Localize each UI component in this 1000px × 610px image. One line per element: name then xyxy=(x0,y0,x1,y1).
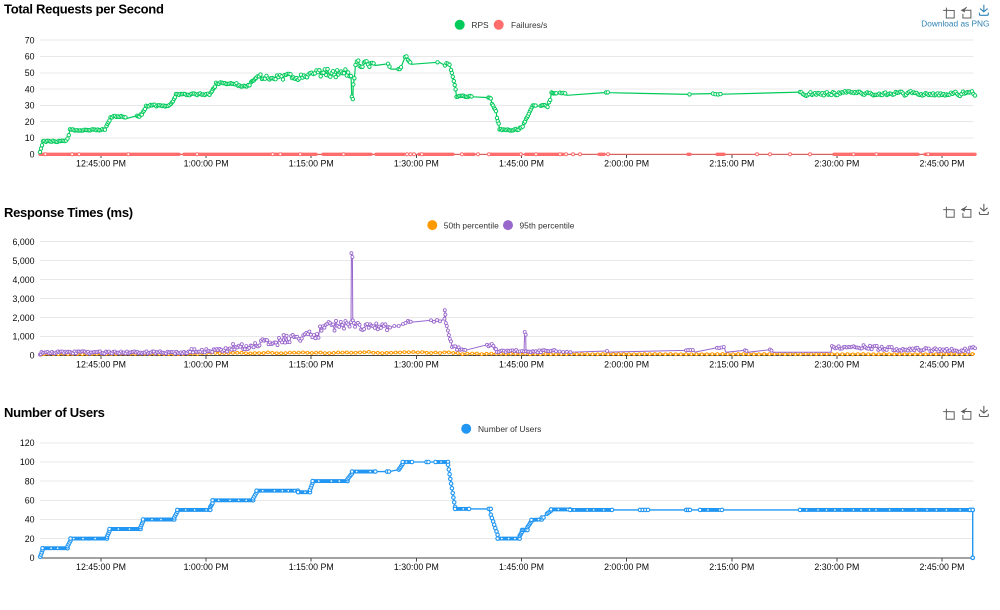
svg-text:2:15:00 PM: 2:15:00 PM xyxy=(709,360,754,370)
svg-text:20: 20 xyxy=(25,534,35,544)
svg-text:2:45:00 PM: 2:45:00 PM xyxy=(920,159,965,169)
svg-text:1:15:00 PM: 1:15:00 PM xyxy=(289,360,334,370)
svg-text:60: 60 xyxy=(25,496,35,506)
svg-text:12:45:00 PM: 12:45:00 PM xyxy=(76,159,126,169)
svg-text:40: 40 xyxy=(25,515,35,525)
svg-text:3,000: 3,000 xyxy=(12,294,34,304)
svg-text:1,000: 1,000 xyxy=(12,332,34,342)
svg-text:6,000: 6,000 xyxy=(12,237,34,247)
svg-text:80: 80 xyxy=(25,476,35,486)
svg-text:120: 120 xyxy=(20,438,35,448)
svg-text:Number of Users: Number of Users xyxy=(478,424,541,434)
svg-text:0: 0 xyxy=(30,553,35,563)
svg-text:5,000: 5,000 xyxy=(12,256,34,266)
svg-text:1:45:00 PM: 1:45:00 PM xyxy=(499,360,544,370)
svg-text:10: 10 xyxy=(25,133,35,143)
svg-text:12:45:00 PM: 12:45:00 PM xyxy=(76,360,126,370)
svg-text:1:45:00 PM: 1:45:00 PM xyxy=(499,562,544,572)
svg-text:100: 100 xyxy=(20,457,35,467)
svg-text:70: 70 xyxy=(25,35,35,45)
svg-text:4,000: 4,000 xyxy=(12,275,34,285)
svg-text:30: 30 xyxy=(25,101,35,111)
svg-text:1:30:00 PM: 1:30:00 PM xyxy=(394,562,439,572)
svg-text:1:00:00 PM: 1:00:00 PM xyxy=(184,159,229,169)
svg-text:1:15:00 PM: 1:15:00 PM xyxy=(289,562,334,572)
svg-text:2:15:00 PM: 2:15:00 PM xyxy=(709,159,754,169)
svg-text:1:00:00 PM: 1:00:00 PM xyxy=(184,360,229,370)
svg-text:RPS: RPS xyxy=(471,20,489,30)
svg-text:2:00:00 PM: 2:00:00 PM xyxy=(604,159,649,169)
svg-text:Download as PNG: Download as PNG xyxy=(921,19,989,29)
svg-text:1:30:00 PM: 1:30:00 PM xyxy=(394,360,439,370)
svg-text:50: 50 xyxy=(25,68,35,78)
svg-text:1:15:00 PM: 1:15:00 PM xyxy=(289,159,334,169)
svg-text:2:45:00 PM: 2:45:00 PM xyxy=(920,360,965,370)
svg-text:2:00:00 PM: 2:00:00 PM xyxy=(604,360,649,370)
svg-text:2:00:00 PM: 2:00:00 PM xyxy=(604,562,649,572)
svg-text:1:45:00 PM: 1:45:00 PM xyxy=(499,159,544,169)
svg-text:1:30:00 PM: 1:30:00 PM xyxy=(394,159,439,169)
svg-text:2:45:00 PM: 2:45:00 PM xyxy=(920,562,965,572)
svg-text:Failures/s: Failures/s xyxy=(511,20,547,30)
svg-text:2,000: 2,000 xyxy=(12,313,34,323)
svg-text:Number of Users: Number of Users xyxy=(4,405,105,420)
svg-text:60: 60 xyxy=(25,52,35,62)
svg-text:50th percentile: 50th percentile xyxy=(444,221,499,231)
svg-text:20: 20 xyxy=(25,117,35,127)
svg-text:95th percentile: 95th percentile xyxy=(520,221,575,231)
svg-text:12:45:00 PM: 12:45:00 PM xyxy=(76,562,126,572)
svg-text:Total Requests per Second: Total Requests per Second xyxy=(4,1,164,16)
svg-text:2:30:00 PM: 2:30:00 PM xyxy=(814,562,859,572)
svg-text:2:30:00 PM: 2:30:00 PM xyxy=(814,159,859,169)
svg-text:40: 40 xyxy=(25,84,35,94)
svg-text:0: 0 xyxy=(30,150,35,160)
svg-text:1:00:00 PM: 1:00:00 PM xyxy=(184,562,229,572)
svg-text:Response Times (ms): Response Times (ms) xyxy=(4,205,133,220)
svg-text:0: 0 xyxy=(30,351,35,361)
svg-text:2:30:00 PM: 2:30:00 PM xyxy=(814,360,859,370)
svg-text:2:15:00 PM: 2:15:00 PM xyxy=(709,562,754,572)
